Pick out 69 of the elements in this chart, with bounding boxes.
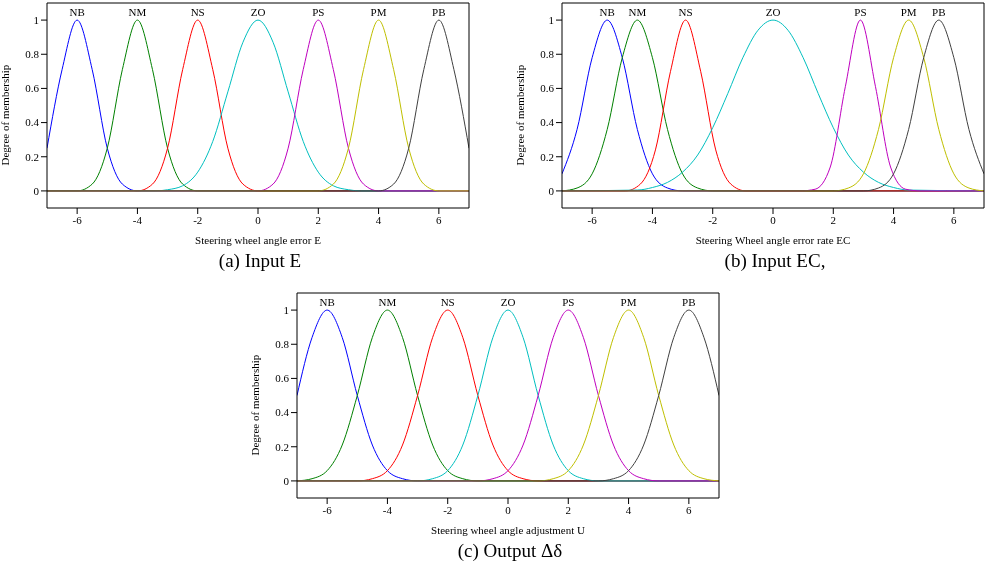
series-label: PM — [900, 6, 917, 19]
y-tick-label: 0.2 — [275, 440, 289, 453]
x-tick-label: -6 — [322, 503, 333, 516]
series-label: NB — [319, 296, 335, 309]
series-label: NM — [378, 296, 397, 309]
x-axis-title: Steering wheel angle adjustment U — [431, 524, 586, 536]
y-tick-label: 0 — [548, 184, 555, 197]
series-label: NB — [599, 6, 615, 19]
y-tick-label: 0.2 — [25, 150, 39, 163]
series-label: PB — [932, 6, 946, 19]
series-label: NS — [190, 6, 205, 19]
y-tick-label: 0 — [33, 184, 40, 197]
y-tick-label: 0 — [283, 474, 290, 487]
x-tick-label: -4 — [132, 213, 143, 226]
series-label: PS — [312, 6, 325, 19]
series-label: NM — [628, 6, 647, 19]
series-label: ZO — [500, 296, 516, 309]
series-label: NB — [69, 6, 85, 19]
y-tick-label: 0.8 — [25, 48, 40, 61]
x-tick-label: 4 — [375, 213, 382, 226]
y-axis-title: Degree of membership — [513, 64, 526, 166]
x-tick-label: 0 — [770, 213, 777, 226]
x-tick-label: -2 — [443, 503, 453, 516]
y-tick-label: 0.6 — [540, 82, 555, 95]
x-tick-label: -2 — [193, 213, 203, 226]
series-label: PB — [682, 296, 696, 309]
x-axis-title: Steering wheel angle error E — [195, 234, 322, 246]
x-tick-label: 6 — [951, 213, 958, 226]
x-tick-label: -2 — [708, 213, 718, 226]
series-label: PS — [562, 296, 575, 309]
series-label: PM — [370, 6, 387, 19]
y-tick-label: 0.6 — [275, 372, 290, 385]
x-axis-title: Steering Wheel angle error rate EC — [695, 234, 851, 246]
series-label: NS — [678, 6, 693, 19]
series-label: PB — [432, 6, 446, 19]
y-tick-label: 0.4 — [275, 406, 290, 419]
x-tick-label: -6 — [587, 213, 598, 226]
y-tick-label: 1 — [283, 303, 289, 316]
series-label: ZO — [765, 6, 781, 19]
x-tick-label: -4 — [382, 503, 393, 516]
series-label: PS — [854, 6, 867, 19]
y-tick-label: 0.4 — [540, 116, 555, 129]
y-tick-label: 0.8 — [275, 338, 290, 351]
y-tick-label: 1 — [33, 13, 39, 26]
y-tick-label: 1 — [548, 13, 554, 26]
series-label: NS — [440, 296, 455, 309]
text: (b) Input EC, — [723, 250, 827, 272]
series-label: PM — [620, 296, 637, 309]
x-tick-label: 4 — [890, 213, 897, 226]
y-tick-label: 0.2 — [540, 150, 554, 163]
y-tick-label: 0.8 — [540, 48, 555, 61]
series-label: NM — [128, 6, 147, 19]
text: (c) Output Δδ — [456, 540, 564, 562]
x-tick-label: 2 — [315, 213, 322, 226]
text: (a) Input E — [217, 250, 303, 272]
x-tick-label: 2 — [830, 213, 837, 226]
x-tick-label: -4 — [647, 213, 658, 226]
x-tick-label: 0 — [505, 503, 512, 516]
x-tick-label: 6 — [686, 503, 693, 516]
x-tick-label: 2 — [565, 503, 572, 516]
x-tick-label: -6 — [72, 213, 83, 226]
series-label: ZO — [250, 6, 266, 19]
y-tick-label: 0.6 — [25, 82, 40, 95]
x-tick-label: 6 — [436, 213, 443, 226]
y-tick-label: 0.4 — [25, 116, 40, 129]
y-axis-title: Degree of membership — [0, 64, 11, 166]
x-tick-label: 4 — [625, 503, 632, 516]
x-tick-label: 0 — [255, 213, 262, 226]
y-axis-title: Degree of membership — [248, 354, 261, 456]
